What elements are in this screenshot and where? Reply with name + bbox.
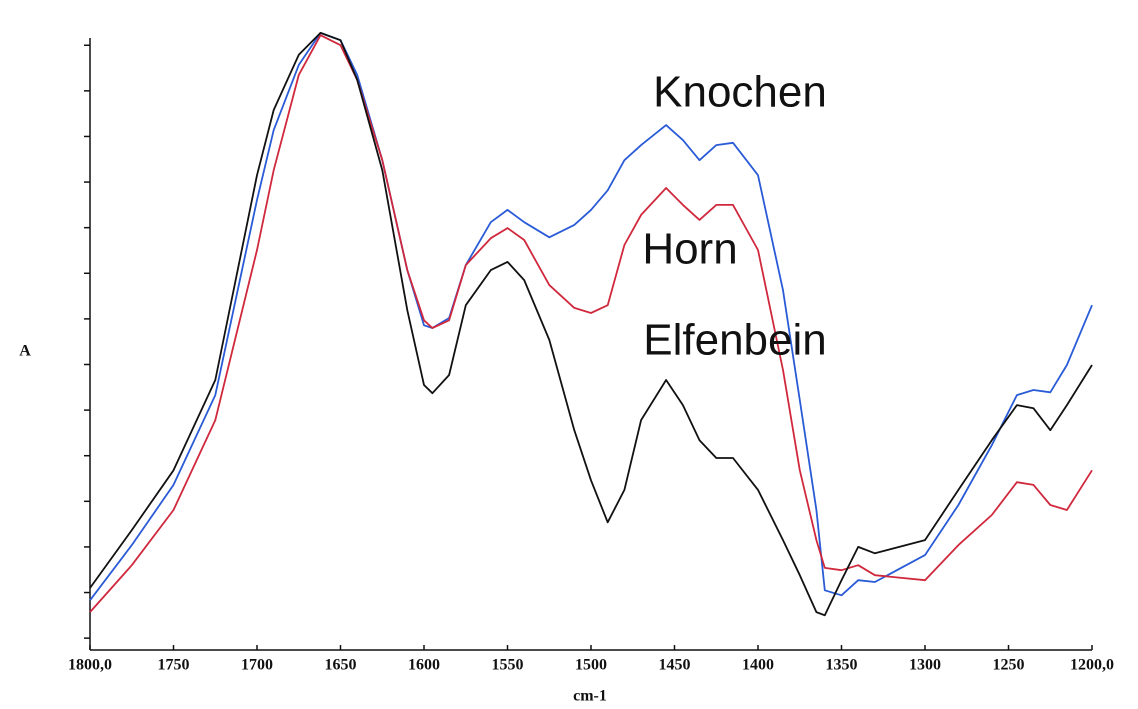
series-label: Elfenbein bbox=[643, 316, 826, 365]
x-tick-label: 1750 bbox=[158, 657, 190, 674]
y-axis-label: A bbox=[19, 343, 31, 360]
x-tick-label: 1600 bbox=[408, 657, 440, 674]
spectrum-line bbox=[89, 34, 1093, 613]
x-tick-label: 1800,0 bbox=[68, 657, 112, 674]
x-tick-label: 1550 bbox=[492, 657, 524, 674]
x-tick-label: 1700 bbox=[241, 657, 273, 674]
x-tick-label: 1300 bbox=[909, 657, 941, 674]
spectrum-line bbox=[89, 32, 1093, 617]
series-label: Knochen bbox=[653, 68, 827, 117]
x-tick-label: 1250 bbox=[993, 657, 1025, 674]
x-tick-label: 1350 bbox=[826, 657, 858, 674]
x-tick-label: 1450 bbox=[659, 657, 691, 674]
x-tick-label: 1500 bbox=[575, 657, 607, 674]
x-tick-label: 1200,0 bbox=[1070, 657, 1114, 674]
x-tick-label: 1400 bbox=[742, 657, 774, 674]
x-axis-label: cm-1 bbox=[573, 688, 607, 705]
series-label: Horn bbox=[642, 225, 737, 274]
x-tick-label: 1650 bbox=[325, 657, 357, 674]
